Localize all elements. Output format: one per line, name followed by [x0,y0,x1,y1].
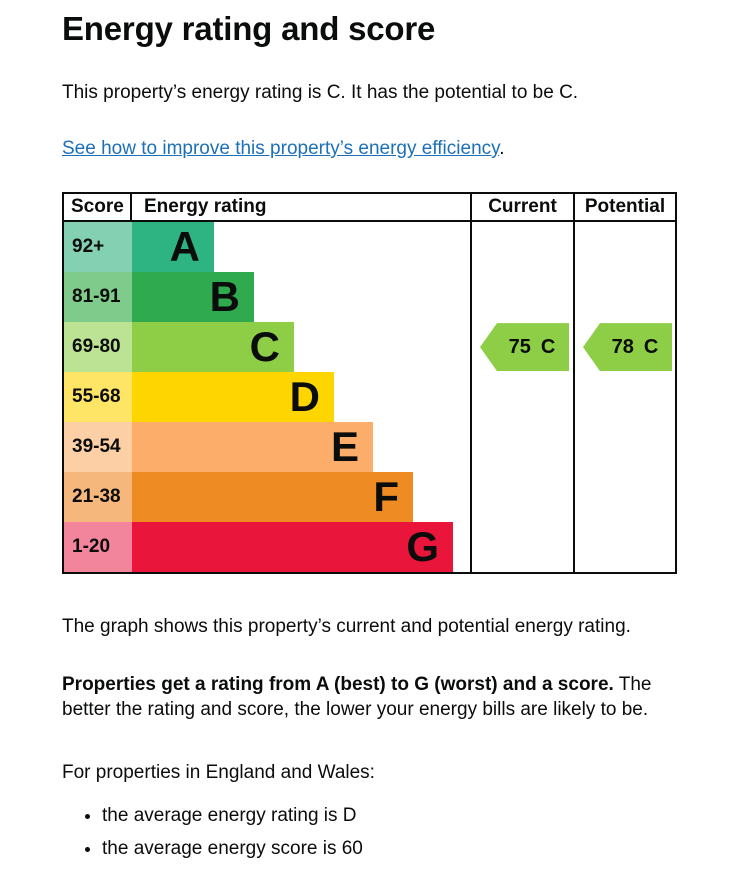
band-letter: A [169,223,200,271]
band-bar: D [132,372,334,423]
band-bar: E [132,422,373,473]
current-column: Current 75 C [470,194,573,573]
region-intro: For properties in England and Wales: [62,762,375,784]
average-rating-item: the average energy rating is D [102,803,684,828]
band-score-range: 21-38 [64,472,132,523]
band-bar: A [132,222,214,273]
band-row: 1-20 G [64,522,470,573]
band-row: 21-38 F [64,472,470,523]
band-score-range: 92+ [64,222,132,273]
potential-column-header: Potential [575,194,675,223]
intro-text: This property’s energy rating is C. It h… [62,82,579,103]
score-column-header: Score [64,194,132,221]
chart-header-row: Score Energy rating [64,194,470,223]
potential-column: Potential 78 C [573,194,675,573]
band-bar: C [132,322,294,373]
current-band-letter: C [540,335,556,358]
band-row: 39-54 E [64,422,470,473]
band-score-range: 81-91 [64,272,132,323]
average-score-item: the average energy score is 60 [102,836,684,861]
band-row: 81-91 B [64,272,470,323]
band-rows: 92+ A 81-91 B 69-80 C 55-68 D 39-54 E 21… [64,222,470,573]
rating-explanation-rest: The better the rating and score, the low… [62,674,652,721]
improve-link-paragraph: See how to improve this property’s energ… [62,136,684,161]
current-score: 75 [508,335,531,358]
graph-caption: The graph shows this property’s current … [62,616,631,638]
band-letter: G [406,523,439,571]
rating-bands-column: Score Energy rating 92+ A 81-91 B 69-80 … [64,194,470,573]
energy-rating-page: Energy rating and score This property’s … [0,10,742,888]
energy-rating-column-header: Energy rating [144,196,267,218]
potential-score: 78 [611,335,634,358]
band-row: 55-68 D [64,372,470,423]
band-letter: B [209,273,240,321]
band-row: 92+ A [64,222,470,273]
rating-explanation: Properties get a rating from A (best) to… [62,672,684,722]
band-letter: E [330,423,359,471]
current-arrow: 75 C [480,323,569,372]
band-letter: F [373,473,399,521]
band-score-range: 69-80 [64,322,132,373]
rating-explanation-bold: Properties get a rating from A (best) to… [62,674,614,696]
band-letter: C [249,323,280,371]
averages-list: the average energy rating is D the avera… [62,803,684,860]
page-title: Energy rating and score [62,10,436,47]
band-bar: G [132,522,453,573]
potential-arrow: 78 C [583,323,672,372]
energy-rating-chart: Score Energy rating 92+ A 81-91 B 69-80 … [62,192,677,575]
band-score-range: 1-20 [64,522,132,573]
improve-efficiency-link[interactable]: See how to improve this property’s energ… [62,138,500,160]
band-row: 69-80 C [64,322,470,373]
band-bar: F [132,472,413,523]
band-score-range: 39-54 [64,422,132,473]
potential-band-letter: C [643,335,659,358]
band-letter: D [289,373,320,421]
link-suffix: . [499,138,505,160]
band-score-range: 55-68 [64,372,132,423]
band-bar: B [132,272,254,323]
current-column-header: Current [472,194,573,223]
